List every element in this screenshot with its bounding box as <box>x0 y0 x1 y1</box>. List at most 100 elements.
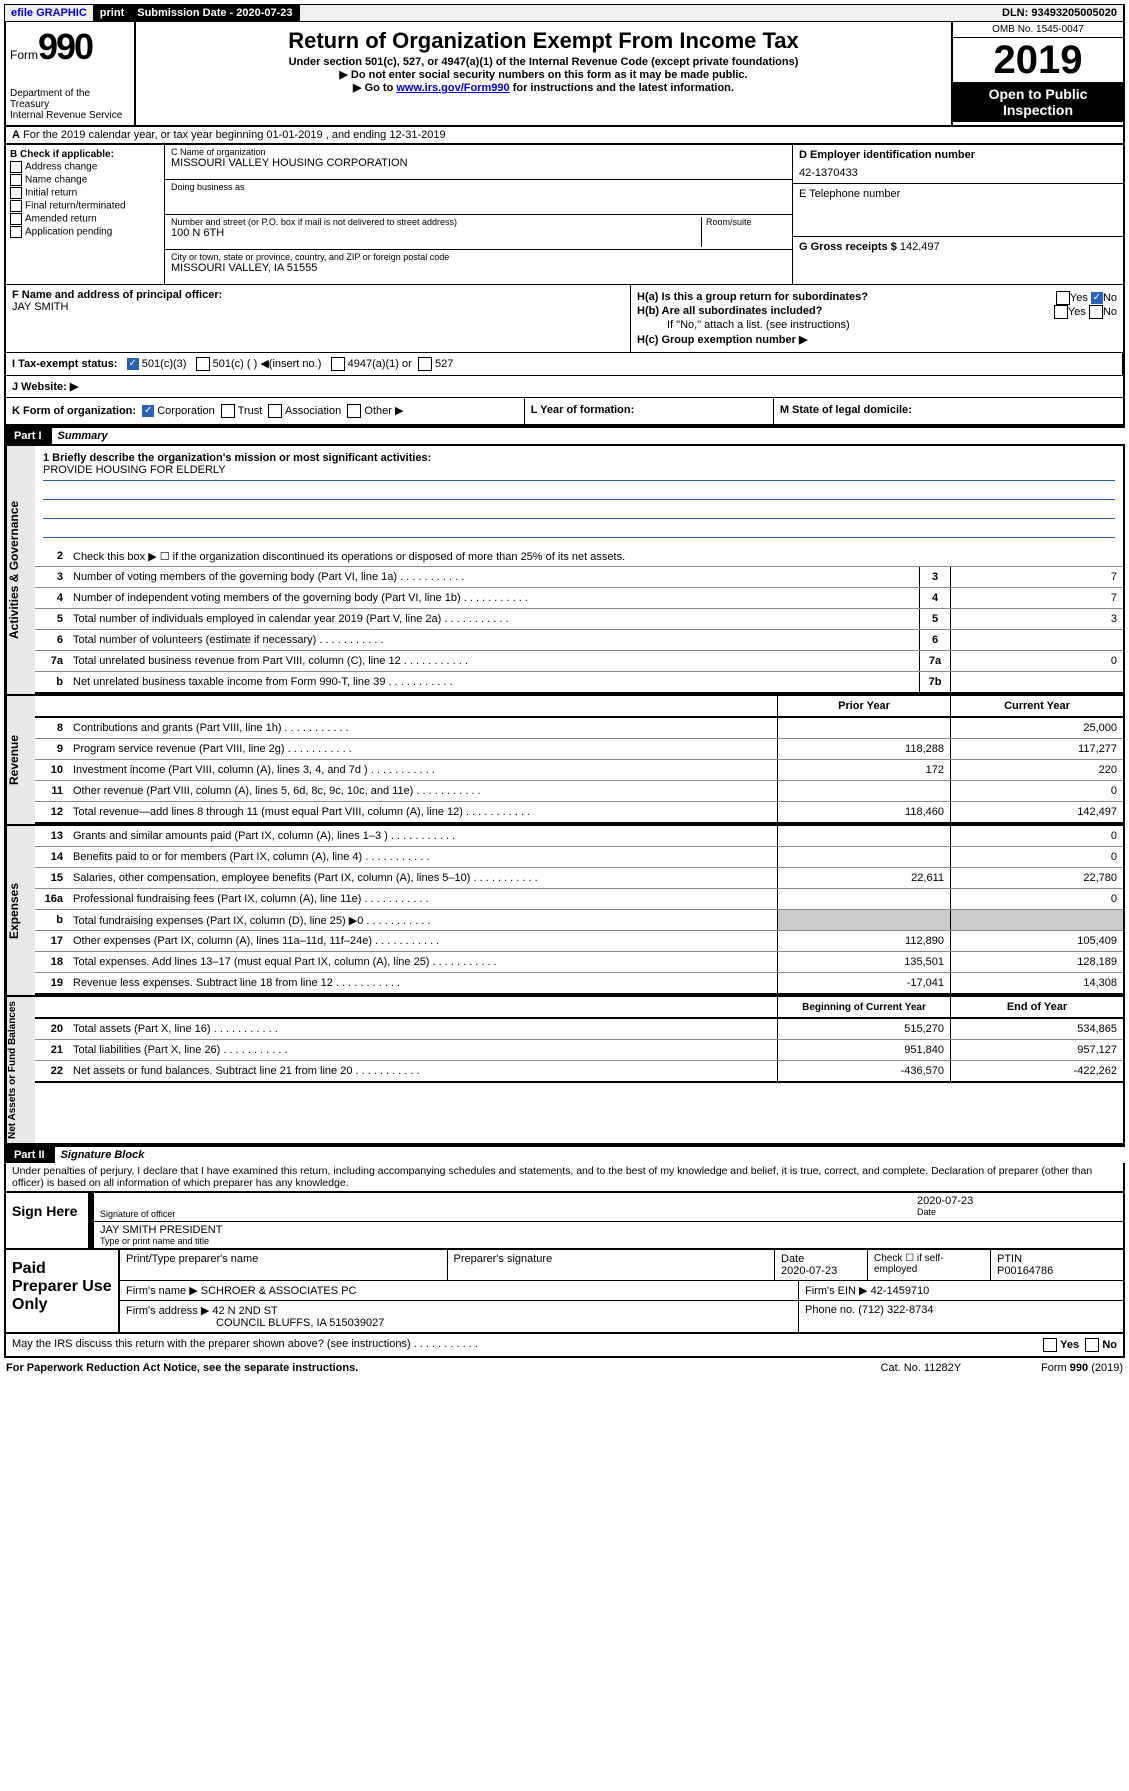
vtab-netassets: Net Assets or Fund Balances <box>6 997 35 1143</box>
line-21: Total liabilities (Part X, line 26) <box>69 1042 777 1058</box>
form-header: Form990 Department of the Treasury Inter… <box>4 22 1125 127</box>
curr-22: -422,262 <box>950 1061 1123 1081</box>
line1-label: 1 Briefly describe the organization's mi… <box>43 452 431 464</box>
curr-12: 142,497 <box>950 802 1123 822</box>
val-5: 3 <box>950 609 1123 629</box>
sign-section: Sign Here Signature of officer 2020-07-2… <box>4 1193 1125 1250</box>
expenses-section: Expenses 13Grants and similar amounts pa… <box>4 826 1125 997</box>
omb-number: OMB No. 1545-0047 <box>953 22 1123 38</box>
row-fh: F Name and address of principal officer:… <box>4 284 1125 352</box>
chk-assoc[interactable] <box>268 404 282 418</box>
chk-501c3[interactable]: ✓ <box>127 358 139 370</box>
line-10: Investment income (Part VIII, column (A)… <box>69 762 777 778</box>
prior-9: 118,288 <box>777 739 950 759</box>
prep-date-hdr: Date <box>781 1253 861 1265</box>
subtitle-2: Do not enter social security numbers on … <box>351 69 748 81</box>
line-14: Benefits paid to or for members (Part IX… <box>69 849 777 865</box>
hc-label: H(c) Group exemption number ▶ <box>637 334 807 346</box>
chk-501c[interactable] <box>196 357 210 371</box>
sig-date-label: Date <box>917 1207 1117 1217</box>
hb-no[interactable] <box>1089 305 1103 319</box>
form-ref: Form 990 (2019) <box>1041 1362 1123 1374</box>
curr-19: 14,308 <box>950 973 1123 993</box>
chk-4947[interactable] <box>331 357 345 371</box>
vtab-governance: Activities & Governance <box>6 446 35 694</box>
discuss-row: May the IRS discuss this return with the… <box>4 1334 1125 1358</box>
chk-name[interactable]: Name change <box>10 174 160 186</box>
hdr-current: Current Year <box>950 696 1123 716</box>
line-9: Program service revenue (Part VIII, line… <box>69 741 777 757</box>
discuss-no[interactable] <box>1085 1338 1099 1352</box>
state-domicile: M State of legal domicile: <box>780 404 912 416</box>
ptin-val: P00164786 <box>997 1265 1117 1277</box>
revenue-section: Revenue Prior Year Current Year 8Contrib… <box>4 696 1125 826</box>
ha-no[interactable]: ✓ <box>1091 292 1103 304</box>
chk-final[interactable]: Final return/terminated <box>10 200 160 212</box>
curr-8: 25,000 <box>950 718 1123 738</box>
gross-value: 142,497 <box>900 241 940 253</box>
chk-527[interactable] <box>418 357 432 371</box>
firm-addr-lbl: Firm's address ▶ <box>126 1305 209 1317</box>
part-ii-header: Part II Signature Block <box>4 1145 1125 1163</box>
row-j: J Website: ▶ <box>4 375 1125 397</box>
prior-17: 112,890 <box>777 931 950 951</box>
line-22: Net assets or fund balances. Subtract li… <box>69 1063 777 1079</box>
addr-label: Number and street (or P.O. box if mail i… <box>171 217 701 227</box>
activities-governance: Activities & Governance 1 Briefly descri… <box>4 444 1125 696</box>
prior-16a <box>777 889 950 909</box>
val-b <box>950 672 1123 692</box>
chk-pending[interactable]: Application pending <box>10 226 160 238</box>
curr-17: 105,409 <box>950 931 1123 951</box>
year-formation: L Year of formation: <box>531 404 635 416</box>
prior-19: -17,041 <box>777 973 950 993</box>
line2: Check this box ▶ ☐ if the organization d… <box>69 548 1123 565</box>
firm-name: SCHROER & ASSOCIATES PC <box>201 1285 357 1297</box>
ha-yes[interactable] <box>1056 291 1070 305</box>
line-7a: Total unrelated business revenue from Pa… <box>69 653 919 669</box>
chk-address[interactable]: Address change <box>10 161 160 173</box>
val-6 <box>950 630 1123 650</box>
perjury-text: Under penalties of perjury, I declare th… <box>4 1163 1125 1193</box>
ptin-hdr: PTIN <box>997 1253 1117 1265</box>
print-button[interactable]: print <box>94 5 131 21</box>
curr-16a: 0 <box>950 889 1123 909</box>
chk-amended[interactable]: Amended return <box>10 213 160 225</box>
line-11: Other revenue (Part VIII, column (A), li… <box>69 783 777 799</box>
val-7a: 0 <box>950 651 1123 671</box>
netassets-section: Net Assets or Fund Balances Beginning of… <box>4 997 1125 1145</box>
val-4: 7 <box>950 588 1123 608</box>
form-title: Return of Organization Exempt From Incom… <box>144 28 943 54</box>
sign-here-label: Sign Here <box>6 1193 90 1248</box>
chk-trust[interactable] <box>221 404 235 418</box>
line-13: Grants and similar amounts paid (Part IX… <box>69 828 777 844</box>
line-12: Total revenue—add lines 8 through 11 (mu… <box>69 804 777 820</box>
chk-initial[interactable]: Initial return <box>10 187 160 199</box>
line-8: Contributions and grants (Part VIII, lin… <box>69 720 777 736</box>
line-19: Revenue less expenses. Subtract line 18 … <box>69 975 777 991</box>
row-i: I Tax-exempt status: ✓ 501(c)(3) 501(c) … <box>4 352 1125 375</box>
section-bcde: B Check if applicable: Address change Na… <box>4 145 1125 284</box>
row-klm: K Form of organization: ✓ Corporation Tr… <box>4 397 1125 426</box>
chk-other[interactable] <box>347 404 361 418</box>
org-name-label: C Name of organization <box>171 147 786 157</box>
officer-label: F Name and address of principal officer: <box>12 289 222 301</box>
line-20: Total assets (Part X, line 16) <box>69 1021 777 1037</box>
curr-21: 957,127 <box>950 1040 1123 1060</box>
form-label: Form <box>10 48 38 62</box>
line-3: Number of voting members of the governin… <box>69 569 919 585</box>
chk-corp[interactable]: ✓ <box>142 405 154 417</box>
prior-12: 118,460 <box>777 802 950 822</box>
prior-14 <box>777 847 950 867</box>
curr-18: 128,189 <box>950 952 1123 972</box>
top-bar: efile GRAPHIC print Submission Date - 20… <box>4 4 1125 22</box>
irs-link[interactable]: www.irs.gov/Form990 <box>396 82 509 94</box>
efile-link[interactable]: efile GRAPHIC <box>5 5 94 21</box>
discuss-yes[interactable] <box>1043 1338 1057 1352</box>
city-label: City or town, state or province, country… <box>171 252 786 262</box>
paid-preparer-section: Paid Preparer Use Only Print/Type prepar… <box>4 1250 1125 1334</box>
curr-11: 0 <box>950 781 1123 801</box>
hdr-prior: Prior Year <box>777 696 950 716</box>
form-number: 990 <box>38 26 92 67</box>
line-15: Salaries, other compensation, employee b… <box>69 870 777 886</box>
hb-yes[interactable] <box>1054 305 1068 319</box>
